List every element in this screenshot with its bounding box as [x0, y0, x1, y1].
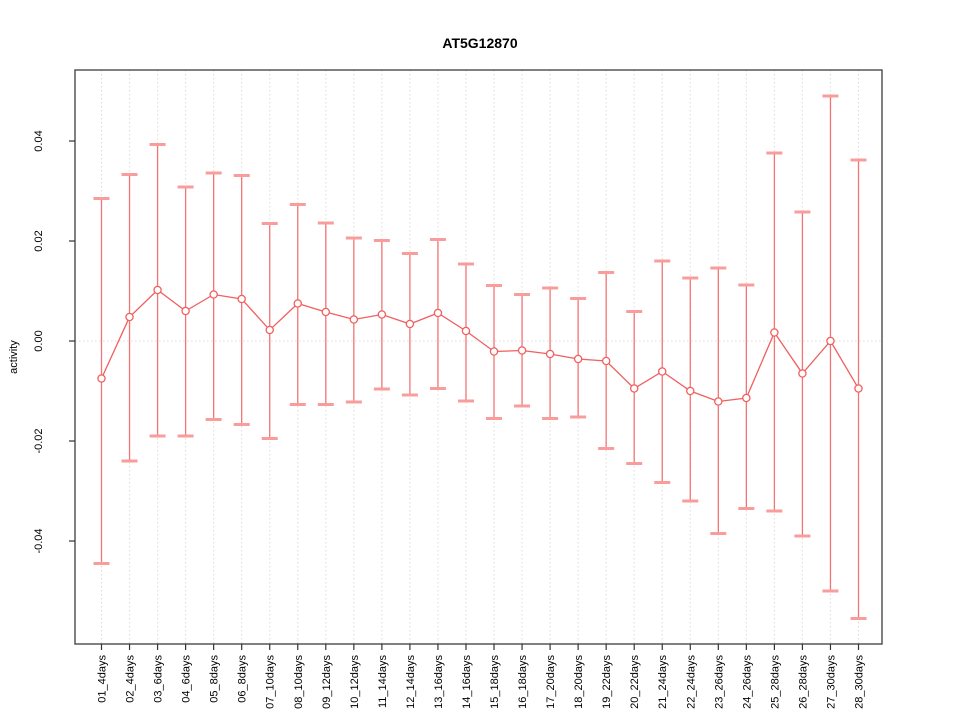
- x-tick-label: 08_10days: [293, 655, 305, 709]
- x-tick-label: 26_28days: [797, 655, 809, 709]
- data-point: [657, 367, 667, 376]
- x-tick-label: 14_16days: [461, 655, 473, 709]
- data-point: [153, 285, 162, 295]
- data-point: [573, 354, 583, 364]
- data-point: [714, 397, 723, 406]
- data-point: [349, 315, 359, 324]
- data-point: [293, 299, 303, 308]
- axis-ticks-and-labels: 01_4days 02_4days 03_6days 04_6days 05_8days…: [33, 130, 866, 709]
- x-tick-label: 17_20days: [545, 655, 557, 709]
- data-point: [489, 347, 499, 356]
- x-tick-label: 18_20days: [573, 655, 585, 709]
- x-tick-label: 10_12days: [349, 655, 361, 709]
- x-tick-label: 13_16days: [433, 655, 445, 709]
- x-tick-label: 19_22days: [601, 655, 613, 709]
- data-point: [826, 336, 835, 346]
- data-point: [545, 349, 555, 359]
- y-tick-label: 0.02: [33, 230, 45, 251]
- x-tick-label: 24_26days: [741, 655, 753, 709]
- y-axis-title: activity: [8, 340, 20, 374]
- x-tick-label: 06_8days: [237, 655, 249, 703]
- error-bars: [93, 94, 867, 620]
- x-tick-label: 09_12days: [321, 655, 333, 709]
- y-tick-label: -0.02: [33, 428, 45, 453]
- data-point: [601, 356, 611, 366]
- x-tick-label: 20_22days: [629, 655, 641, 709]
- x-tick-label: 11_14days: [377, 655, 389, 709]
- x-tick-label: 12_14days: [405, 655, 417, 709]
- data-point: [321, 307, 331, 317]
- data-point: [125, 312, 134, 322]
- x-tick-label: 28_30days: [854, 655, 866, 709]
- y-tick-label: -0.04: [33, 528, 45, 553]
- data-point: [265, 325, 274, 335]
- data-point: [97, 374, 106, 383]
- data-points: [97, 285, 863, 406]
- x-tick-label: 25_28days: [769, 655, 781, 709]
- chart-title: AT5G12870: [442, 35, 517, 51]
- data-point: [209, 290, 218, 299]
- x-tick-label: 03_6days: [153, 655, 165, 703]
- x-tick-label: 21_24days: [657, 655, 669, 709]
- data-point: [433, 308, 443, 318]
- data-point: [517, 346, 527, 355]
- data-point: [798, 369, 807, 378]
- data-point: [377, 310, 387, 319]
- gridlines: [75, 70, 882, 644]
- plot-border: [74, 69, 883, 645]
- x-tick-label: 15_18days: [489, 655, 501, 709]
- x-tick-label: 07_10days: [265, 655, 277, 709]
- data-point: [770, 328, 779, 337]
- data-line: [100, 289, 860, 403]
- x-tick-label: 04_6days: [181, 655, 193, 703]
- y-tick-label: 0.00: [33, 330, 45, 351]
- data-point: [237, 294, 246, 304]
- series-polyline: [100, 289, 860, 403]
- data-point: [181, 306, 190, 316]
- plot-frame: [74, 69, 883, 645]
- data-point: [405, 319, 415, 329]
- x-tick-label: 23_26days: [713, 655, 725, 709]
- data-point: [461, 326, 471, 336]
- data-point: [854, 384, 863, 393]
- x-tick-label: 02_4days: [125, 655, 137, 703]
- x-tick-label: 05_8days: [209, 655, 221, 703]
- x-tick-label: 22_24days: [685, 655, 697, 709]
- data-point: [742, 393, 751, 403]
- x-tick-label: 16_18days: [517, 655, 529, 709]
- x-tick-label: 27_30days: [825, 655, 837, 709]
- data-point: [629, 384, 639, 393]
- y-tick-label: 0.04: [33, 130, 45, 151]
- x-tick-label: 01_4days: [97, 655, 109, 703]
- data-point: [686, 386, 695, 396]
